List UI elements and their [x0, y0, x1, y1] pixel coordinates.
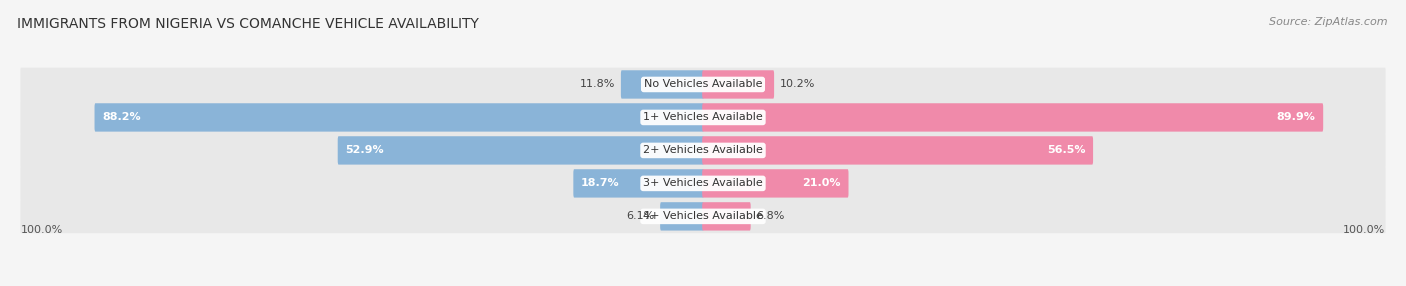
- FancyBboxPatch shape: [702, 70, 775, 99]
- Text: 6.1%: 6.1%: [626, 211, 654, 221]
- FancyBboxPatch shape: [702, 136, 1092, 165]
- FancyBboxPatch shape: [21, 68, 1385, 101]
- FancyBboxPatch shape: [337, 136, 704, 165]
- Text: 3+ Vehicles Available: 3+ Vehicles Available: [643, 178, 763, 188]
- Text: 2+ Vehicles Available: 2+ Vehicles Available: [643, 145, 763, 155]
- Text: 6.8%: 6.8%: [756, 211, 785, 221]
- Text: 11.8%: 11.8%: [579, 80, 614, 90]
- Text: IMMIGRANTS FROM NIGERIA VS COMANCHE VEHICLE AVAILABILITY: IMMIGRANTS FROM NIGERIA VS COMANCHE VEHI…: [17, 17, 479, 31]
- Text: 56.5%: 56.5%: [1047, 145, 1085, 155]
- Text: 100.0%: 100.0%: [21, 225, 63, 235]
- FancyBboxPatch shape: [94, 103, 704, 132]
- Text: 1+ Vehicles Available: 1+ Vehicles Available: [643, 112, 763, 122]
- Text: 4+ Vehicles Available: 4+ Vehicles Available: [643, 211, 763, 221]
- Text: 52.9%: 52.9%: [346, 145, 384, 155]
- Text: No Vehicles Available: No Vehicles Available: [644, 80, 762, 90]
- Text: 10.2%: 10.2%: [780, 80, 815, 90]
- Text: 88.2%: 88.2%: [103, 112, 141, 122]
- FancyBboxPatch shape: [702, 202, 751, 231]
- Text: 18.7%: 18.7%: [581, 178, 620, 188]
- FancyBboxPatch shape: [574, 169, 704, 198]
- FancyBboxPatch shape: [702, 103, 1323, 132]
- FancyBboxPatch shape: [661, 202, 704, 231]
- Text: 21.0%: 21.0%: [803, 178, 841, 188]
- FancyBboxPatch shape: [21, 101, 1385, 134]
- FancyBboxPatch shape: [621, 70, 704, 99]
- FancyBboxPatch shape: [21, 134, 1385, 167]
- FancyBboxPatch shape: [702, 169, 848, 198]
- FancyBboxPatch shape: [21, 200, 1385, 233]
- Text: Source: ZipAtlas.com: Source: ZipAtlas.com: [1270, 17, 1388, 27]
- Text: 100.0%: 100.0%: [1343, 225, 1385, 235]
- Text: 89.9%: 89.9%: [1277, 112, 1316, 122]
- FancyBboxPatch shape: [21, 166, 1385, 200]
